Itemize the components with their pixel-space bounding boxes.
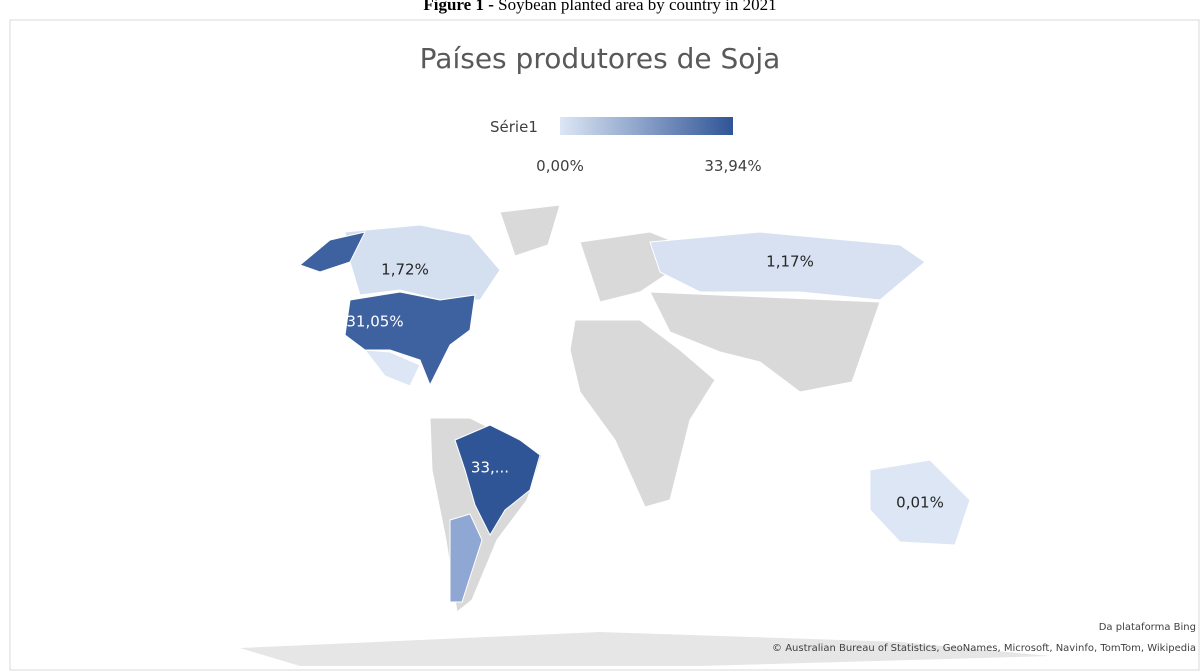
argentina	[449, 513, 483, 603]
usa	[299, 231, 366, 273]
legend-min: 0,00%	[536, 157, 584, 175]
labels: 1,72% 31,05% 33,... 1,17% 0,01%	[346, 253, 943, 512]
caption: Figure 1 - Soybean planted area by count…	[423, 0, 776, 14]
asia	[649, 291, 881, 393]
greenland	[499, 204, 561, 257]
russia	[649, 231, 926, 301]
legend-max: 33,94%	[704, 157, 761, 175]
data-label: 33,...	[471, 459, 509, 477]
caption-label: Figure 1 -	[423, 0, 494, 14]
attribution-source: Da plataforma Bing	[1099, 622, 1196, 633]
data-label: 1,72%	[381, 261, 429, 279]
data-label: 0,01%	[896, 494, 944, 512]
legend-title: Série1	[490, 118, 538, 136]
africa	[569, 319, 716, 508]
data-label: 31,05%	[346, 313, 403, 331]
usa	[344, 291, 476, 387]
chart-title: Países produtores de Soja	[420, 42, 781, 75]
caption-text: Soybean planted area by country in 2021	[498, 0, 777, 14]
data-label: 1,17%	[766, 253, 814, 271]
brazil	[454, 424, 541, 537]
regions	[299, 224, 971, 546]
mexico	[363, 349, 421, 387]
antarctica	[240, 632, 1050, 666]
legend-gradient	[560, 117, 733, 135]
australia	[869, 459, 971, 546]
attribution-credits: © Australian Bureau of Statistics, GeoNa…	[772, 643, 1196, 654]
